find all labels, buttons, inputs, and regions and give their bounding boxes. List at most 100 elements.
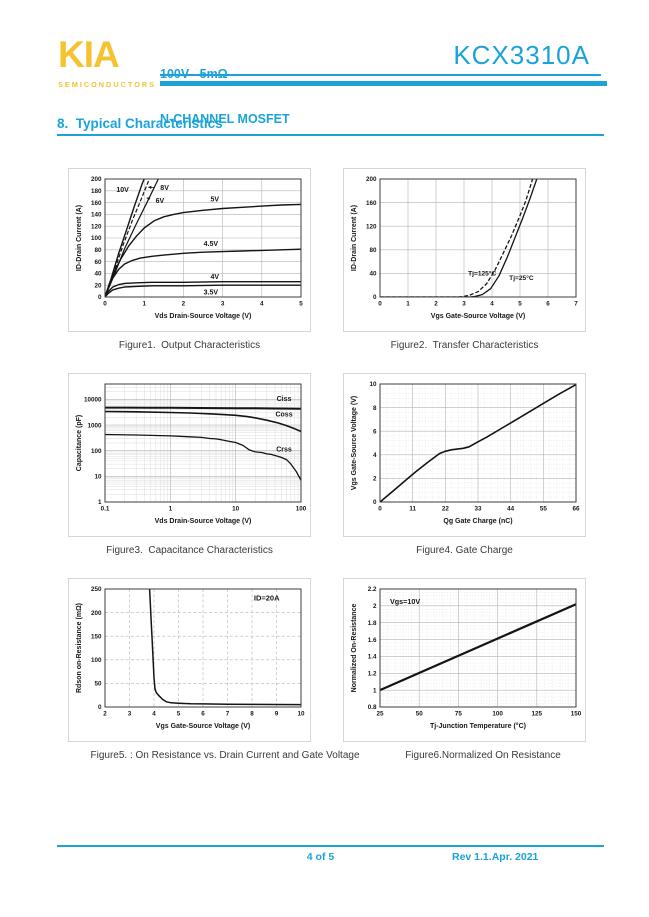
- svg-text:8V: 8V: [160, 185, 169, 192]
- svg-text:60: 60: [94, 259, 102, 266]
- svg-text:44: 44: [507, 506, 515, 513]
- page-number: 4 of 5: [306, 851, 335, 863]
- svg-text:160: 160: [91, 200, 102, 207]
- svg-text:Normalized On-Resistance: Normalized On-Resistance: [351, 604, 358, 693]
- svg-text:1: 1: [373, 687, 377, 694]
- header-rule-thick: [160, 81, 607, 86]
- svg-text:10V: 10V: [116, 187, 129, 194]
- svg-text:6: 6: [546, 301, 550, 308]
- part-number: KCX3310A: [453, 40, 590, 70]
- svg-text:0.1: 0.1: [101, 506, 110, 513]
- device-type: N-CHANNEL MOSFET: [160, 112, 290, 126]
- figure6-normalized-on-resistance-chart: Vgs=10V 25 50 75 100 125 150 0.8 1 1.2 1.4 1.6 1.8 2 2…: [351, 586, 582, 730]
- section-title: 8. Typical Characteristics: [57, 116, 223, 131]
- svg-text:0.8: 0.8: [368, 704, 377, 711]
- svg-text:ID-Drain Current (A): ID-Drain Current (A): [351, 205, 358, 271]
- figure1-output-characteristics-chart: 10V 8V 6V 5V 4.5V 4V 3.5V 0 1 2 3 4 5 0 20 40 60 80 100 120…: [76, 176, 303, 320]
- kia-logo-subtext: SEMICONDUCTORS: [58, 80, 157, 89]
- svg-text:150: 150: [571, 711, 582, 718]
- svg-text:2: 2: [373, 603, 377, 610]
- svg-text:Ciss: Ciss: [277, 396, 292, 403]
- svg-text:100: 100: [91, 448, 102, 455]
- svg-text:7: 7: [574, 301, 578, 308]
- svg-text:4: 4: [260, 301, 264, 308]
- figure1-output-characteristics-box: 10V 8V 6V 5V 4.5V 4V 3.5V 0 1 2 3 4 5 0 20 40 60 80 100 120…: [68, 168, 311, 332]
- svg-text:1.8: 1.8: [368, 620, 377, 627]
- svg-text:1.2: 1.2: [368, 670, 377, 677]
- svg-text:250: 250: [91, 586, 102, 593]
- svg-text:4: 4: [490, 301, 494, 308]
- svg-text:5: 5: [518, 301, 522, 308]
- svg-text:6: 6: [373, 428, 377, 435]
- figure2-transfer-characteristics-chart: Tj=125°C Tj=25°C 0 1 2 3 4 5 6 7 0 40 80 120 160 200 Vgs…: [351, 176, 578, 320]
- svg-text:4.5V: 4.5V: [204, 241, 219, 248]
- svg-text:1000: 1000: [87, 422, 102, 429]
- svg-text:50: 50: [416, 711, 424, 718]
- svg-text:Capacitance (pF): Capacitance (pF): [76, 415, 83, 471]
- svg-text:0: 0: [373, 499, 377, 506]
- svg-text:1.6: 1.6: [368, 637, 377, 644]
- svg-text:Vgs Gate-Source Voltage (V): Vgs Gate-Source Voltage (V): [156, 723, 250, 730]
- svg-text:50: 50: [94, 681, 102, 688]
- svg-text:8: 8: [373, 405, 377, 412]
- svg-text:Rdson on-Resistance (mΩ): Rdson on-Resistance (mΩ): [76, 603, 83, 693]
- svg-text:1.4: 1.4: [368, 654, 377, 661]
- svg-text:8: 8: [250, 711, 254, 718]
- svg-text:Tj=25°C: Tj=25°C: [509, 274, 534, 282]
- svg-text:ID=20A: ID=20A: [254, 594, 280, 603]
- svg-text:4: 4: [152, 711, 156, 718]
- figure4-gate-charge-chart: 0 11 22 33 44 55 66 0 2 4 6 8 10 Qg Gate Charge (nC) V…: [351, 381, 580, 525]
- svg-text:100: 100: [492, 711, 503, 718]
- svg-text:100: 100: [91, 657, 102, 664]
- svg-text:120: 120: [366, 223, 377, 230]
- svg-text:200: 200: [366, 176, 377, 183]
- figure3-capacitance-characteristics-box: Ciss Coss Crss 0.1 1 10 100 1 10 100 1000 10000 Vds …: [68, 373, 311, 537]
- svg-text:150: 150: [91, 633, 102, 640]
- svg-text:120: 120: [91, 223, 102, 230]
- svg-text:3: 3: [221, 301, 225, 308]
- svg-text:80: 80: [369, 247, 377, 254]
- svg-text:160: 160: [366, 200, 377, 207]
- svg-text:Coss: Coss: [275, 412, 292, 419]
- svg-text:1: 1: [169, 506, 173, 513]
- svg-text:2: 2: [373, 476, 377, 483]
- section-underline: [57, 134, 604, 136]
- svg-text:ID-Drain Current (A): ID-Drain Current (A): [76, 205, 83, 271]
- footer-rule: [57, 845, 604, 847]
- svg-text:Vgs Gate-Source Voltage (V): Vgs Gate-Source Voltage (V): [351, 396, 358, 490]
- svg-text:3.5V: 3.5V: [204, 290, 219, 297]
- svg-text:3: 3: [128, 711, 132, 718]
- svg-text:5: 5: [299, 301, 303, 308]
- figure2-transfer-characteristics-box: Tj=125°C Tj=25°C 0 1 2 3 4 5 6 7 0 40 80 120 160 200 Vgs…: [343, 168, 586, 332]
- svg-text:2: 2: [182, 301, 186, 308]
- svg-text:6V: 6V: [156, 198, 165, 205]
- svg-text:0: 0: [98, 294, 102, 301]
- svg-text:25: 25: [376, 711, 384, 718]
- svg-text:10000: 10000: [84, 397, 102, 404]
- figure1-caption: Figure1. Output Characteristics: [118, 340, 261, 351]
- svg-text:Crss: Crss: [276, 446, 292, 453]
- svg-text:10: 10: [232, 506, 240, 513]
- svg-text:40: 40: [369, 271, 377, 278]
- figure2-caption: Figure2. Transfer Characteristics: [390, 340, 539, 351]
- svg-text:Tj-Junction Temperature (°C): Tj-Junction Temperature (°C): [430, 722, 526, 730]
- header-rule-thin: [160, 74, 601, 76]
- svg-text:2: 2: [103, 711, 107, 718]
- figure5-on-resistance-box: ID=20A 2 3 4 5 6 7 8 9 10 0 50 100 150 200 250 Vgs Gate-…: [68, 578, 311, 742]
- figure4-gate-charge-box: 0 11 22 33 44 55 66 0 2 4 6 8 10 Qg Gate Charge (nC) V…: [343, 373, 586, 537]
- svg-text:Vds Drain-Source Voltage (V): Vds Drain-Source Voltage (V): [155, 313, 252, 320]
- svg-text:100: 100: [91, 235, 102, 242]
- device-subtitle: 100V 5mΩ N-CHANNEL MOSFET: [160, 37, 290, 157]
- svg-text:80: 80: [94, 247, 102, 254]
- svg-text:Tj=125°C: Tj=125°C: [468, 270, 496, 278]
- svg-text:140: 140: [91, 212, 102, 219]
- svg-text:75: 75: [455, 711, 463, 718]
- svg-text:10: 10: [369, 381, 377, 388]
- svg-text:10: 10: [297, 711, 305, 718]
- svg-text:100: 100: [296, 506, 307, 513]
- svg-text:20: 20: [94, 282, 102, 289]
- svg-text:3: 3: [462, 301, 466, 308]
- svg-text:1: 1: [406, 301, 410, 308]
